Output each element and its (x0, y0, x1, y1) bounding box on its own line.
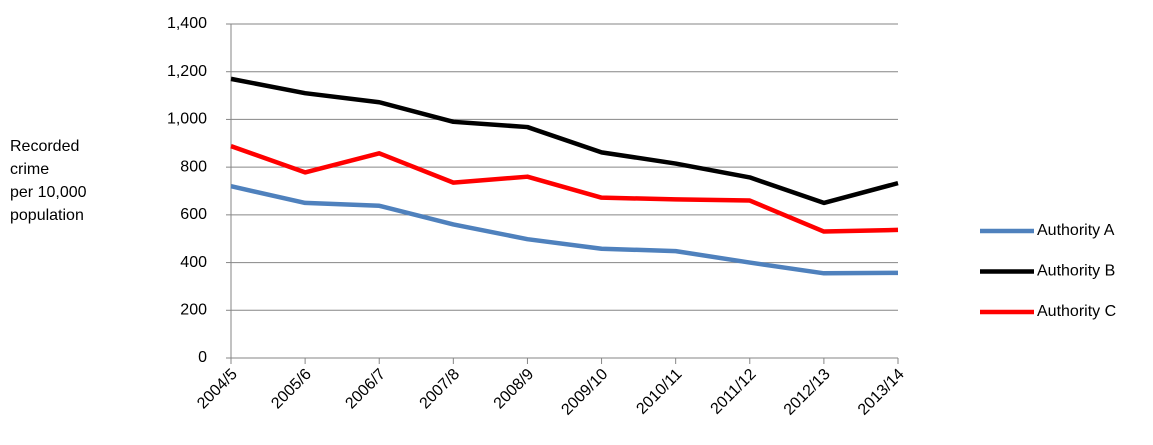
y-tick-label: 0 (198, 349, 207, 366)
series-line (230, 144, 899, 234)
x-tick-label: 2006/7 (342, 366, 389, 413)
y-axis-label: population (10, 207, 84, 224)
legend-label: Authority C (1037, 303, 1116, 320)
y-axis-label: crime (10, 161, 49, 178)
y-axis-label: per 10,000 (10, 184, 87, 201)
y-tick-label: 800 (180, 158, 207, 175)
y-tick-label: 200 (180, 302, 207, 319)
x-tick-label: 2008/9 (491, 366, 538, 413)
x-tick-label: 2004/5 (194, 366, 241, 413)
x-tick-label: 2013/14 (855, 366, 908, 419)
y-axis-label: Recorded (10, 138, 79, 155)
x-tick-label: 2009/10 (558, 366, 611, 419)
x-tick-label: 2005/6 (268, 366, 315, 413)
x-tick-label: 2007/8 (417, 366, 464, 413)
y-tick-label: 1,000 (167, 111, 207, 128)
y-tick-label: 400 (180, 254, 207, 271)
x-tick-label: 2012/13 (781, 366, 834, 419)
series-line (230, 184, 899, 276)
y-tick-label: 1,400 (167, 15, 207, 32)
y-tick-label: 600 (180, 206, 207, 223)
legend-label: Authority A (1037, 222, 1115, 239)
x-tick-label: 2010/11 (633, 366, 685, 418)
legend-label: Authority B (1037, 263, 1115, 280)
series-line (230, 76, 899, 206)
x-tick-label: 2011/12 (708, 366, 760, 418)
y-tick-label: 1,200 (167, 63, 207, 80)
